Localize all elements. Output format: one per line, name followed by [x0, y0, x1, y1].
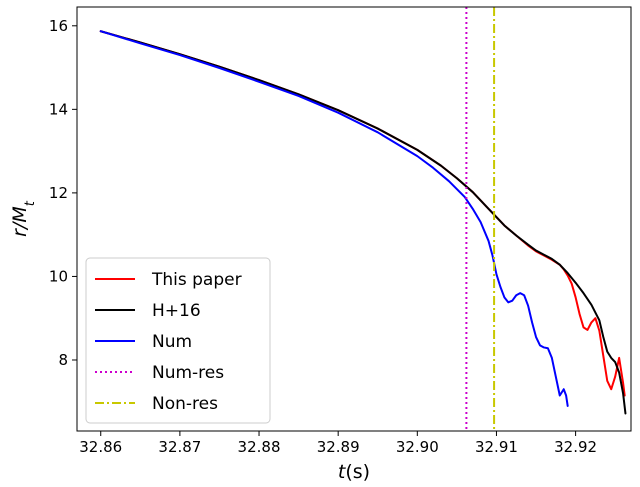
- y-tick-label: 8: [58, 351, 68, 369]
- series-layer: [99, 30, 627, 415]
- legend-label-num-res: Num-res: [152, 363, 224, 383]
- x-tick-label: 32.88: [238, 438, 281, 456]
- vline-layer: [465, 7, 496, 431]
- x-axis-ticks: 32.86 32.87 32.88 32.89 32.90 32.91 32.92: [79, 431, 597, 456]
- y-tick-label: 12: [49, 184, 68, 202]
- y-axis-label: r/Mt: [9, 200, 38, 237]
- x-tick-label: 32.91: [475, 438, 518, 456]
- x-tick-label: 32.92: [554, 438, 597, 456]
- legend-label-this-paper: This paper: [151, 270, 242, 290]
- y-tick-label: 16: [49, 17, 68, 35]
- x-tick-label: 32.90: [396, 438, 439, 456]
- legend-box: [85, 257, 271, 424]
- series-line-h-16: [99, 30, 627, 415]
- legend-label-h-16: H+16: [152, 301, 201, 321]
- x-axis-label: t(s): [338, 461, 370, 483]
- y-axis-label-text: r/Mt: [9, 200, 38, 237]
- y-tick-label: 10: [49, 267, 68, 285]
- series-line-num: [99, 30, 569, 407]
- plot-frame: [76, 6, 632, 432]
- y-axis-ticks: 8 10 12 14 16: [49, 17, 77, 369]
- x-tick-label: 32.89: [317, 438, 360, 456]
- legend-label-non-res: Non-res: [152, 394, 218, 414]
- legend-label-num: Num: [152, 332, 192, 352]
- y-tick-label: 14: [49, 100, 68, 118]
- x-tick-label: 32.86: [79, 438, 122, 456]
- x-tick-label: 32.87: [158, 438, 201, 456]
- legend: This paper H+16 Num Num-res Non-res: [85, 257, 271, 424]
